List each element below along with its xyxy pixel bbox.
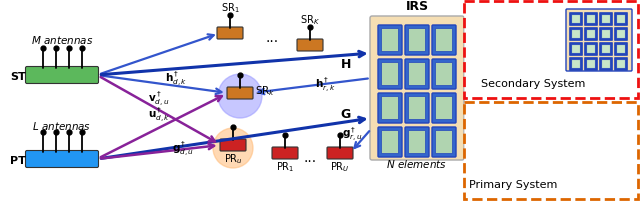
FancyBboxPatch shape xyxy=(405,127,429,157)
FancyBboxPatch shape xyxy=(602,15,611,23)
Text: Secondary System: Secondary System xyxy=(481,79,585,89)
FancyBboxPatch shape xyxy=(435,97,452,120)
FancyBboxPatch shape xyxy=(614,42,627,56)
FancyBboxPatch shape xyxy=(587,45,595,53)
FancyBboxPatch shape xyxy=(405,25,429,55)
FancyBboxPatch shape xyxy=(408,62,426,85)
FancyBboxPatch shape xyxy=(572,45,580,53)
FancyBboxPatch shape xyxy=(378,25,402,55)
Text: $\mathrm{SR}_K$: $\mathrm{SR}_K$ xyxy=(300,13,320,27)
Text: PT: PT xyxy=(10,156,26,166)
FancyBboxPatch shape xyxy=(464,1,638,98)
Text: $\mathrm{PR}_U$: $\mathrm{PR}_U$ xyxy=(330,160,350,174)
FancyBboxPatch shape xyxy=(476,126,524,140)
FancyBboxPatch shape xyxy=(327,147,353,159)
FancyBboxPatch shape xyxy=(26,150,99,167)
FancyBboxPatch shape xyxy=(614,13,627,25)
FancyBboxPatch shape xyxy=(220,139,246,151)
FancyBboxPatch shape xyxy=(587,60,595,68)
FancyBboxPatch shape xyxy=(464,102,638,199)
FancyBboxPatch shape xyxy=(432,127,456,157)
FancyBboxPatch shape xyxy=(381,130,399,154)
FancyBboxPatch shape xyxy=(435,130,452,154)
FancyBboxPatch shape xyxy=(617,45,625,53)
FancyBboxPatch shape xyxy=(370,16,464,160)
Text: $\mathrm{PR}_1$: $\mathrm{PR}_1$ xyxy=(276,160,294,174)
Circle shape xyxy=(218,74,262,118)
FancyBboxPatch shape xyxy=(570,27,582,40)
FancyBboxPatch shape xyxy=(405,59,429,89)
FancyBboxPatch shape xyxy=(570,13,582,25)
FancyBboxPatch shape xyxy=(584,58,598,70)
FancyBboxPatch shape xyxy=(566,9,632,71)
FancyBboxPatch shape xyxy=(432,93,456,123)
FancyBboxPatch shape xyxy=(435,28,452,52)
FancyBboxPatch shape xyxy=(584,13,598,25)
Text: $\mathbf{G}$: $\mathbf{G}$ xyxy=(340,108,351,121)
Text: $N$ elements: $N$ elements xyxy=(387,158,447,170)
FancyBboxPatch shape xyxy=(272,147,298,159)
FancyBboxPatch shape xyxy=(408,28,426,52)
Text: $\mathbf{H}$: $\mathbf{H}$ xyxy=(340,58,351,71)
FancyBboxPatch shape xyxy=(602,60,611,68)
Text: $\mathrm{PR}_u$: $\mathrm{PR}_u$ xyxy=(223,152,243,166)
FancyBboxPatch shape xyxy=(602,30,611,38)
FancyBboxPatch shape xyxy=(617,60,625,68)
FancyBboxPatch shape xyxy=(617,30,625,38)
Circle shape xyxy=(213,128,253,168)
FancyBboxPatch shape xyxy=(408,130,426,154)
FancyBboxPatch shape xyxy=(617,15,625,23)
FancyBboxPatch shape xyxy=(378,93,402,123)
FancyBboxPatch shape xyxy=(538,31,558,41)
Text: $\mathbf{h}^\dagger_{r,k}$: $\mathbf{h}^\dagger_{r,k}$ xyxy=(315,76,335,94)
FancyBboxPatch shape xyxy=(381,28,399,52)
Text: ...: ... xyxy=(266,31,278,45)
Text: $\mathbf{u}^\dagger_{d,k}$: $\mathbf{u}^\dagger_{d,k}$ xyxy=(148,105,170,124)
FancyBboxPatch shape xyxy=(587,30,595,38)
FancyBboxPatch shape xyxy=(600,42,612,56)
Text: $\mathbf{v}^\dagger_{d,u}$: $\mathbf{v}^\dagger_{d,u}$ xyxy=(148,89,170,108)
Text: ...: ... xyxy=(303,151,317,165)
FancyBboxPatch shape xyxy=(217,27,243,39)
FancyBboxPatch shape xyxy=(572,60,580,68)
FancyBboxPatch shape xyxy=(602,45,611,53)
FancyBboxPatch shape xyxy=(432,59,456,89)
Text: Primary System: Primary System xyxy=(469,180,557,190)
Text: $M$ antennas: $M$ antennas xyxy=(31,34,93,46)
Text: $\mathbf{g}^\dagger_{r,u}$: $\mathbf{g}^\dagger_{r,u}$ xyxy=(342,126,362,144)
FancyBboxPatch shape xyxy=(572,15,580,23)
Text: $L$ antennas: $L$ antennas xyxy=(33,120,92,132)
FancyBboxPatch shape xyxy=(435,62,452,85)
FancyBboxPatch shape xyxy=(408,97,426,120)
FancyBboxPatch shape xyxy=(614,27,627,40)
FancyBboxPatch shape xyxy=(584,27,598,40)
FancyBboxPatch shape xyxy=(432,25,456,55)
FancyBboxPatch shape xyxy=(297,39,323,51)
Text: ST: ST xyxy=(10,72,26,82)
FancyBboxPatch shape xyxy=(587,15,595,23)
Text: $\mathbf{g}^\dagger_{d,u}$: $\mathbf{g}^\dagger_{d,u}$ xyxy=(172,140,194,158)
FancyBboxPatch shape xyxy=(378,127,402,157)
Text: IRS: IRS xyxy=(405,0,429,13)
FancyBboxPatch shape xyxy=(600,13,612,25)
FancyBboxPatch shape xyxy=(570,58,582,70)
FancyBboxPatch shape xyxy=(476,25,524,39)
FancyBboxPatch shape xyxy=(227,87,253,99)
FancyBboxPatch shape xyxy=(570,42,582,56)
FancyBboxPatch shape xyxy=(405,93,429,123)
FancyBboxPatch shape xyxy=(572,30,580,38)
FancyBboxPatch shape xyxy=(381,62,399,85)
FancyBboxPatch shape xyxy=(26,66,99,83)
FancyBboxPatch shape xyxy=(584,42,598,56)
FancyBboxPatch shape xyxy=(614,58,627,70)
Text: $\mathrm{SR}_1$: $\mathrm{SR}_1$ xyxy=(221,1,239,15)
Text: $\mathrm{SR}_k$: $\mathrm{SR}_k$ xyxy=(255,84,275,98)
FancyBboxPatch shape xyxy=(378,59,402,89)
FancyBboxPatch shape xyxy=(600,58,612,70)
FancyBboxPatch shape xyxy=(381,97,399,120)
FancyBboxPatch shape xyxy=(600,27,612,40)
FancyBboxPatch shape xyxy=(538,132,558,142)
Text: $\mathbf{h}^\dagger_{d,k}$: $\mathbf{h}^\dagger_{d,k}$ xyxy=(165,69,188,88)
